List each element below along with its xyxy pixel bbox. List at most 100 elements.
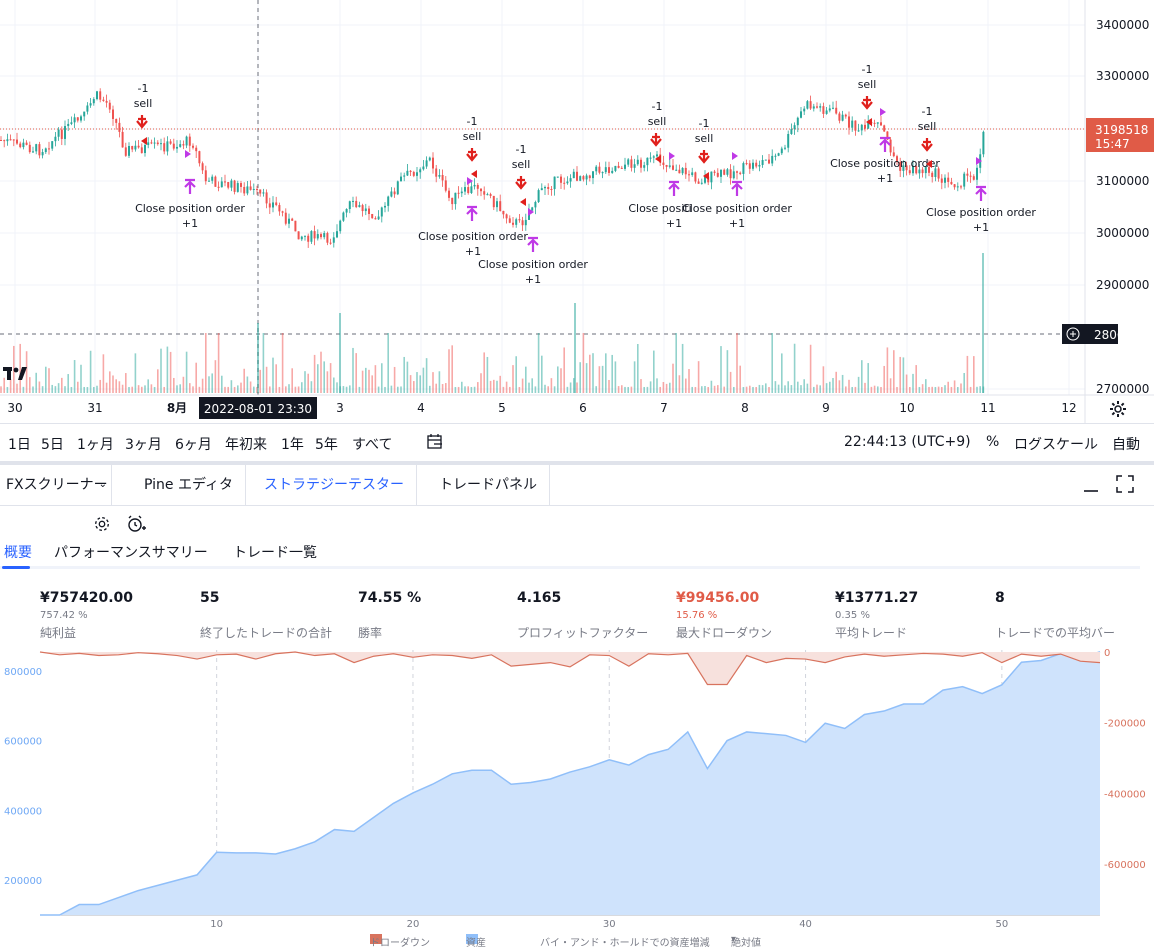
volume-bar	[697, 361, 700, 393]
tab-pine-editor[interactable]: Pine エディタ	[132, 465, 246, 505]
candle-body	[32, 151, 34, 153]
candle-body	[944, 177, 946, 183]
candle-body	[355, 200, 358, 208]
candle-body	[400, 176, 402, 182]
candle-body	[473, 184, 476, 187]
candle-body	[924, 167, 927, 174]
candle-body	[25, 142, 28, 145]
candle-body	[774, 155, 777, 157]
candle-body	[227, 182, 230, 188]
candle-body	[560, 176, 562, 183]
candle-body	[640, 159, 642, 168]
panel-divider[interactable]	[0, 461, 1154, 465]
close-position-label: Close position order	[135, 202, 245, 215]
candle-body	[492, 195, 495, 208]
tab-trading-panel[interactable]: トレードパネル	[427, 465, 550, 505]
subtab-overview[interactable]: 概要	[4, 545, 32, 561]
candle-body	[771, 155, 774, 164]
candle-body	[428, 157, 431, 161]
equity-chart[interactable]: 800000 600000 400000 200000 0 -200000 -400000 -…	[0, 640, 1154, 930]
volume-bar	[630, 386, 633, 393]
range-1y[interactable]: 1年	[281, 437, 304, 453]
range-all[interactable]: すべて	[352, 437, 393, 453]
add-alert-clock-icon[interactable]	[126, 514, 146, 534]
candle-body	[502, 210, 505, 215]
candle-body	[252, 188, 255, 190]
volume-bar	[813, 386, 815, 393]
volume-bar	[35, 372, 37, 393]
candle-body	[374, 218, 377, 220]
candle-body	[185, 136, 188, 146]
candle-body	[403, 175, 406, 177]
subtab-performance-summary[interactable]: パフォーマンスサマリー	[54, 545, 208, 561]
volume-bar	[800, 385, 802, 393]
candle-body	[448, 190, 450, 198]
subtab-trade-list[interactable]: トレード一覧	[233, 545, 317, 561]
range-3m[interactable]: 3ヶ月	[125, 437, 162, 453]
volume-bar	[781, 353, 783, 393]
close-position-label: Close position order	[926, 206, 1036, 219]
tab-strategy-tester[interactable]: ストラテジーテスター	[252, 465, 417, 505]
candle-body	[588, 175, 591, 179]
minimize-icon[interactable]	[1082, 471, 1100, 495]
volume-bar	[73, 360, 76, 393]
candle-body	[793, 125, 796, 130]
metric-avg-trade: ¥13771.27 0.35 % 平均トレード	[835, 590, 919, 640]
chart-settings-gear-icon[interactable]	[1108, 399, 1128, 419]
candle-body	[16, 139, 18, 144]
metric-max-drawdown: ¥99456.00 15.76 % 最大ドローダウン	[676, 590, 773, 640]
volume-bar	[435, 383, 437, 393]
volume-bar	[99, 379, 101, 393]
candle-body	[857, 130, 860, 132]
auto-scale-toggle[interactable]: 自動	[1112, 437, 1140, 453]
candle-body	[320, 234, 322, 238]
candle-body	[192, 145, 194, 148]
percent-toggle[interactable]: %	[986, 434, 1000, 450]
candle-body	[720, 169, 722, 177]
range-1d[interactable]: 1日	[8, 437, 31, 453]
tradingview-logo[interactable]	[2, 364, 28, 384]
volume-bar	[83, 386, 85, 393]
candle-body	[438, 174, 441, 177]
close-position-label: Close position order	[478, 258, 588, 271]
volume-bar	[688, 369, 690, 393]
volume-bar	[307, 373, 309, 393]
volume-bar	[547, 386, 549, 393]
volume-bar	[944, 385, 946, 393]
price-tick-label: 3000000	[1096, 226, 1149, 240]
volume-bar	[557, 366, 559, 393]
candle-body	[649, 157, 652, 159]
candle-body	[99, 91, 102, 100]
strategy-settings-gear-icon[interactable]	[93, 515, 111, 533]
legend-buy-hold[interactable]: バイ・アンド・ホールドでの資産増減	[540, 938, 710, 949]
candle-body	[380, 207, 383, 217]
range-5y[interactable]: 5年	[315, 437, 338, 453]
volume-bar	[144, 385, 146, 393]
log-scale-toggle[interactable]: ログスケール	[1014, 437, 1098, 453]
date-tick-label: 8	[741, 401, 749, 415]
volume-bar	[198, 386, 201, 393]
date-range-icon[interactable]	[426, 433, 444, 455]
candle-body	[195, 147, 198, 152]
sell-count-label: -1	[922, 105, 933, 118]
clock-readout[interactable]: 22:44:13 (UTC+9)	[844, 434, 971, 450]
tab-fx-screener[interactable]: FXスクリーナー ⌄	[0, 465, 112, 505]
volume-bar	[589, 354, 591, 393]
volume-bar	[473, 386, 476, 393]
close-arrow-icon	[975, 185, 987, 201]
volume-bar	[429, 385, 431, 393]
candle-body	[515, 219, 518, 225]
candle-body	[755, 162, 758, 167]
candle-body	[656, 154, 658, 157]
range-6m[interactable]: 6ヶ月	[175, 437, 212, 453]
candle-body	[928, 167, 930, 173]
volume-bar	[752, 386, 754, 393]
volume-bar	[736, 333, 738, 393]
range-ytd[interactable]: 年初来	[225, 437, 267, 453]
volume-bar	[19, 343, 21, 393]
range-5d[interactable]: 5日	[41, 437, 64, 453]
maximize-icon[interactable]	[1116, 475, 1134, 493]
range-1m[interactable]: 1ヶ月	[77, 437, 114, 453]
metric-net-profit: ¥757420.00 757.42 % 純利益	[40, 590, 133, 640]
